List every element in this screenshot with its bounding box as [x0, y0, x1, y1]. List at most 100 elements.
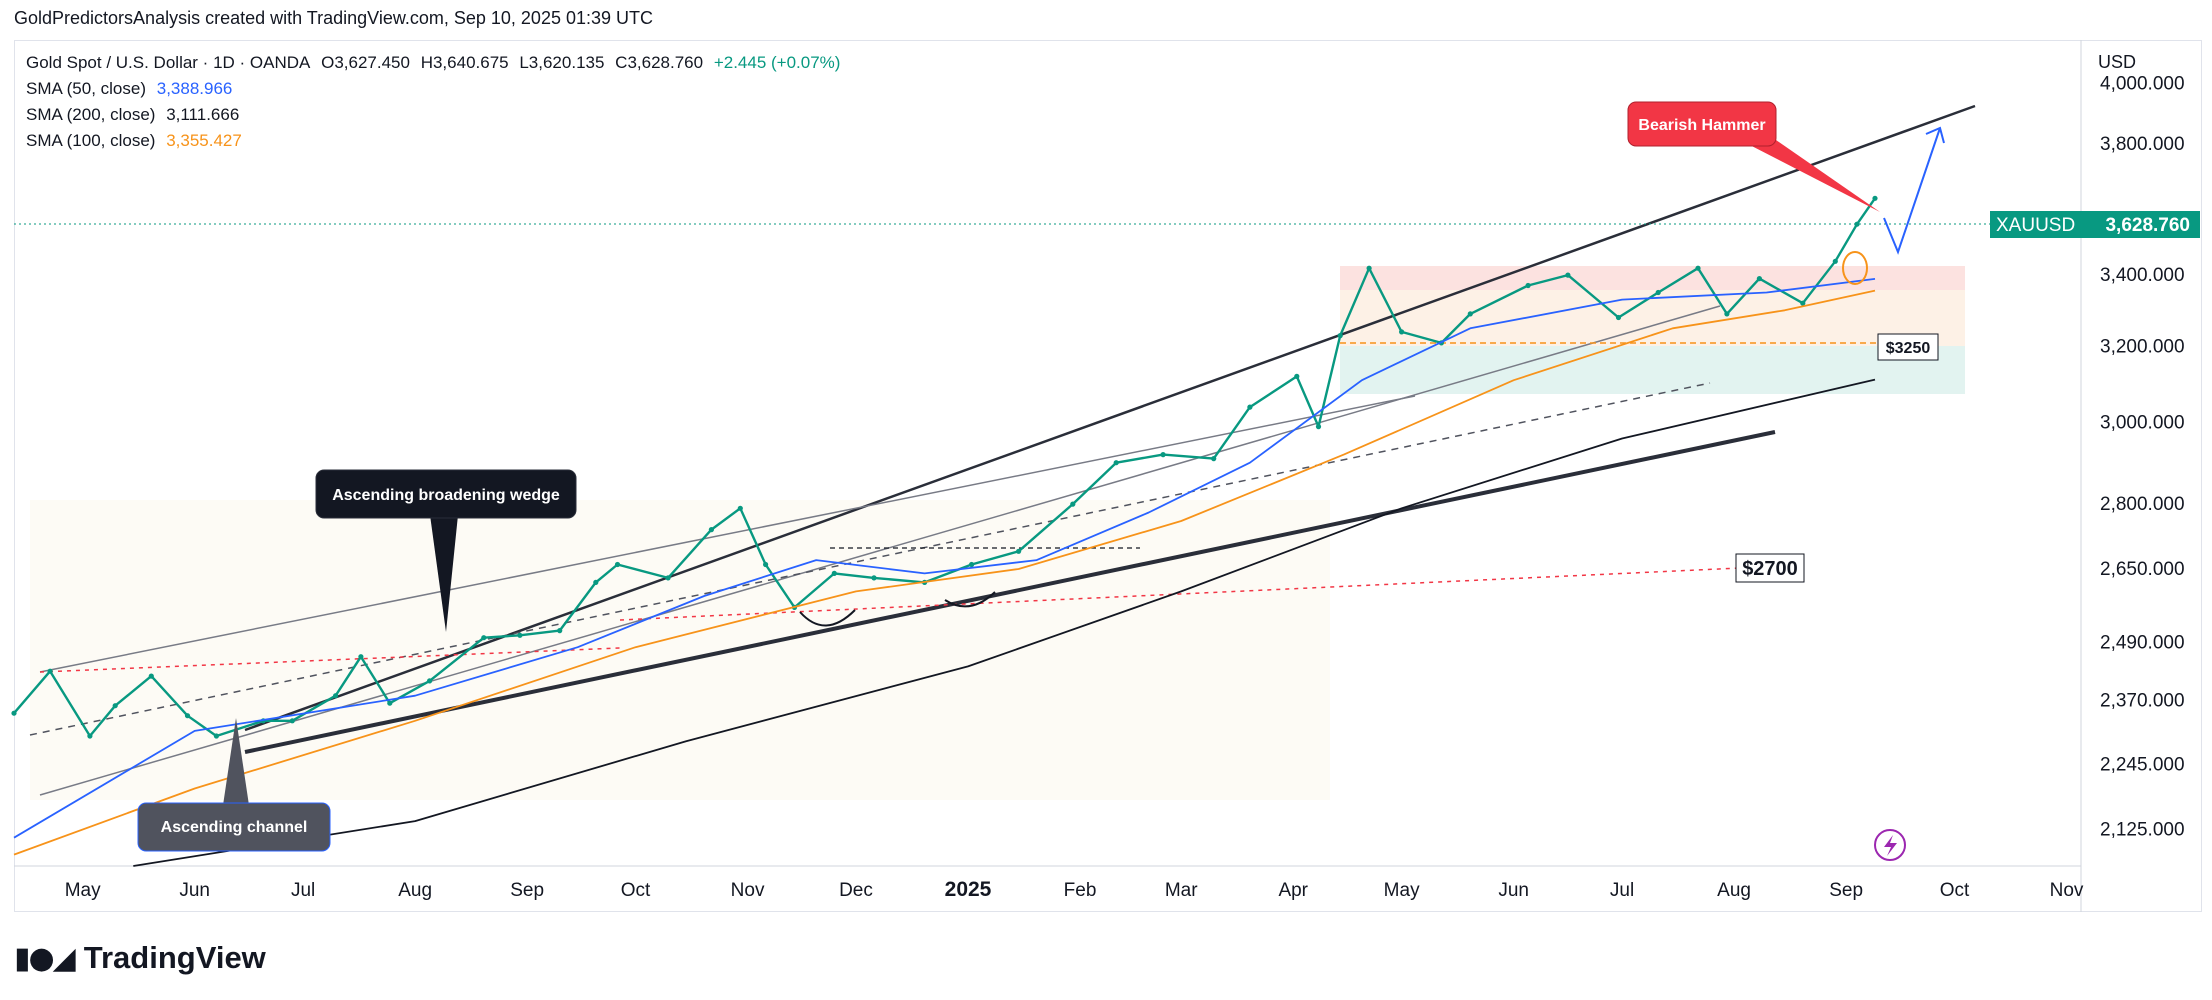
chart-legend: Gold Spot / U.S. Dollar · 1D · OANDA O3,… [26, 50, 846, 154]
currency-label[interactable]: USD [2098, 52, 2137, 72]
y-tick-label: 2,125.000 [2100, 819, 2185, 840]
legend-sma50-value: 3,388.966 [156, 79, 233, 98]
price-point [87, 733, 93, 739]
wedge-pointer [430, 515, 458, 632]
chart-frame [14, 40, 2202, 912]
channel-pointer [222, 718, 250, 812]
price-point [387, 700, 393, 706]
y-tick-label: 2,800.000 [2100, 494, 2185, 515]
x-tick-label: Apr [1278, 880, 1308, 901]
price-point [1655, 289, 1661, 296]
price-point [737, 505, 743, 511]
x-tick-label: May [1384, 880, 1420, 901]
legend-sma200-label: SMA (200, close) [26, 105, 156, 124]
price-point [1337, 333, 1343, 339]
legend-high: H3,640.675 [420, 53, 509, 72]
sma-line-1 [13, 278, 1876, 839]
price-point [593, 579, 599, 586]
legend-open: O3,627.450 [321, 53, 410, 72]
legend-sma50-row[interactable]: SMA (50, close) 3,388.966 [26, 76, 846, 102]
y-tick-label: 4,000.000 [2100, 73, 2185, 94]
price-point [1113, 460, 1119, 466]
legend-sma100-row[interactable]: SMA (100, close) 3,355.427 [26, 128, 846, 154]
legend-symbol-title[interactable]: Gold Spot / U.S. Dollar · 1D · OANDA [26, 53, 311, 72]
x-tick-label: Jun [1498, 880, 1529, 901]
x-tick-label: Mar [1165, 880, 1198, 901]
x-tick-label: Jul [291, 880, 315, 901]
x-tick-label: Aug [1717, 880, 1751, 901]
legend-low: L3,620.135 [519, 53, 605, 72]
price-point [708, 527, 715, 533]
legend-sma200-value: 3,111.666 [166, 105, 240, 124]
price-point [1247, 404, 1253, 410]
wedge-upper-line [244, 104, 1976, 732]
price-point [1832, 258, 1838, 264]
price-point [333, 693, 339, 699]
y-tick-label: 3,400.000 [2100, 265, 2185, 286]
price-point [1615, 314, 1622, 321]
legend-change: +2.445 (+0.07%) [713, 53, 841, 72]
channel-mid-dashed [29, 382, 1711, 736]
price-point [481, 635, 487, 641]
bearish-hammer-label: Bearish Hammer [1638, 117, 1765, 134]
bearish-hammer-pointer [1740, 140, 1880, 212]
price-point [1366, 265, 1372, 271]
y-tick-label: 2,490.000 [2100, 632, 2185, 653]
price-point [427, 678, 433, 684]
series-layer [11, 195, 1878, 867]
legend-sma100-label: SMA (100, close) [26, 131, 156, 150]
bottom-arc-2 [944, 591, 996, 608]
last-price-value: 3,628.760 [2105, 215, 2190, 236]
x-axis-ticks: May Jun Jul Aug Sep Oct Nov Dec 2025 Feb Mar Apr May… [65, 878, 2084, 901]
price-point [1016, 548, 1022, 554]
price-point [1467, 311, 1473, 317]
x-tick-label: Nov [2050, 880, 2084, 901]
price-point [969, 561, 975, 568]
price-point [11, 710, 17, 716]
x-tick-label: Sep [510, 880, 544, 901]
price-point [517, 632, 523, 638]
resistance-dashed [39, 647, 621, 673]
y-tick-label: 2,245.000 [2100, 755, 2185, 776]
x-tick-label: Nov [731, 880, 765, 901]
price-point [763, 561, 769, 568]
price-point [1756, 276, 1762, 282]
legend-sma200-row[interactable]: SMA (200, close) 3,111.666 [26, 102, 846, 128]
x-tick-label: Feb [1064, 880, 1097, 901]
bearish-hammer-box [1627, 101, 1777, 147]
x-tick-label: Oct [621, 880, 651, 901]
y-tick-label: 2,370.000 [2100, 691, 2185, 712]
tradingview-footer[interactable]: ▮●◢ TradingView [14, 940, 266, 976]
y-axis-ticks: 2,125.000 2,245.000 2,370.000 2,490.000 2,65… [2100, 73, 2185, 840]
x-tick-label: May [65, 880, 101, 901]
x-tick-label: Aug [398, 880, 432, 901]
bottom-arc-1 [799, 609, 856, 627]
price-point [1525, 282, 1531, 289]
wedge-callout-label: Ascending broadening wedge [332, 487, 560, 504]
channel-upper-line [39, 395, 1416, 673]
y-tick-label: 3,200.000 [2100, 337, 2185, 358]
support-2700-line [619, 567, 1741, 621]
price-point [184, 713, 191, 719]
price-point [1695, 265, 1701, 271]
x-tick-label: Sep [1829, 880, 1863, 901]
price-point [47, 668, 53, 674]
lightning-icon-bolt [1884, 835, 1897, 856]
price-point [289, 718, 295, 724]
price-point [1565, 272, 1571, 278]
x-tick-label: Dec [839, 880, 873, 901]
wedge-callout-box [315, 469, 577, 519]
chart-attribution: GoldPredictorsAnalysis created with Trad… [14, 8, 653, 28]
projection-arrow [1883, 127, 1941, 255]
y-tick-label: 3,800.000 [2100, 134, 2185, 155]
lightning-icon[interactable] [1874, 829, 1906, 861]
channel-lower-line [39, 305, 1721, 796]
y-tick-label: 2,650.000 [2100, 559, 2185, 580]
legend-symbol-row: Gold Spot / U.S. Dollar · 1D · OANDA O3,… [26, 50, 846, 76]
price-point [614, 561, 621, 568]
price-point [1399, 329, 1405, 335]
hammer-circle [1842, 251, 1868, 285]
channel-callout-label: Ascending channel [161, 819, 308, 836]
price-point [1160, 452, 1166, 458]
